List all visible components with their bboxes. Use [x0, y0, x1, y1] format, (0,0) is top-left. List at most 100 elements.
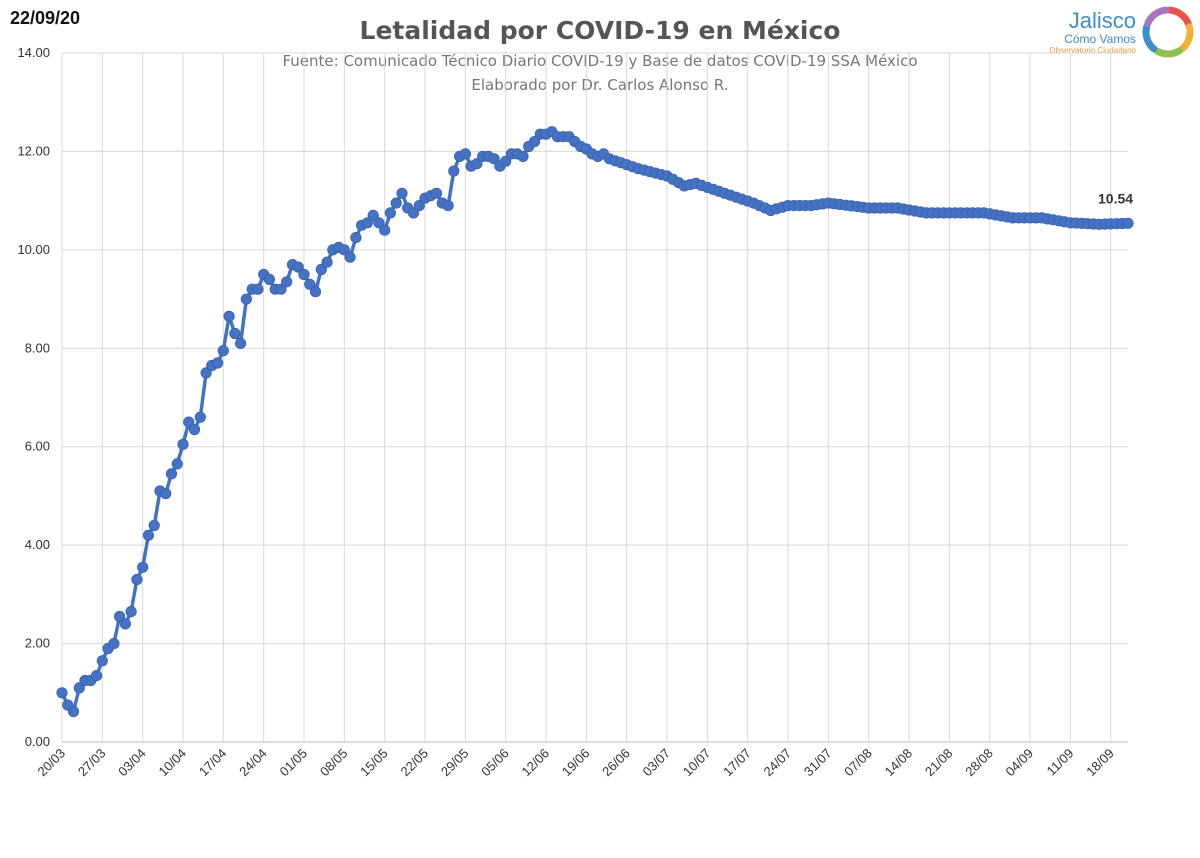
x-tick-label: 03/07: [640, 746, 674, 780]
data-labels: 10.54: [1098, 190, 1133, 206]
logo-tagline: Observatorio Ciudadano: [1049, 46, 1136, 55]
data-point: [183, 416, 195, 428]
data-point: [344, 251, 356, 263]
data-point: [1122, 217, 1134, 229]
x-tick-label: 10/07: [680, 746, 714, 780]
data-point: [137, 561, 149, 573]
data-point: [91, 669, 103, 682]
data-point: [188, 423, 201, 436]
data-point: [373, 217, 385, 229]
x-tick-label: 10/04: [156, 746, 190, 780]
x-tick-labels: 20/03 27/03 03/04 10/04 17/04 24/04 01/05 08/05…: [35, 746, 1117, 780]
x-tick-label: 22/05: [398, 746, 432, 780]
data-point: [263, 273, 275, 285]
x-tick-label: 05/06: [478, 746, 512, 780]
data-point: [56, 687, 68, 699]
data-point: [304, 278, 316, 290]
data-point: [240, 293, 252, 305]
series-line: [60, 129, 1129, 714]
chart-subtitle-author: Elaborado por Dr. Carlos Alonso R.: [471, 76, 729, 94]
y-tick-labels: 0.00 2.00 4.00 6.00 8.00 10.00 12.00 14.00: [17, 45, 50, 749]
logo-ring-segment: [1166, 6, 1192, 28]
data-point: [223, 310, 235, 322]
logo-subname: Cómo Vamos: [1064, 32, 1136, 46]
x-tick-label: 26/06: [599, 746, 633, 780]
data-point: [281, 276, 293, 288]
data-point: [229, 327, 241, 340]
data-point: [171, 458, 183, 470]
x-tick-label: 24/04: [236, 746, 270, 780]
date-stamp: 22/09/20: [10, 8, 81, 28]
data-point: [471, 158, 483, 170]
y-tick-label: 10.00: [17, 242, 50, 257]
x-tick-label: 15/05: [357, 746, 391, 780]
data-point: [177, 438, 189, 450]
y-tick-label: 12.00: [17, 143, 50, 158]
x-tick-label: 29/05: [438, 746, 472, 780]
y-tick-label: 0.00: [25, 734, 50, 749]
data-point: [396, 187, 408, 199]
data-point: [321, 256, 333, 268]
last-value-label: 10.54: [1098, 190, 1133, 206]
data-point: [252, 283, 264, 295]
data-point: [73, 682, 85, 694]
data-point: [108, 637, 120, 650]
data-point: [379, 224, 391, 236]
data-point: [338, 244, 350, 256]
y-tick-label: 14.00: [17, 45, 50, 60]
y-tick-label: 6.00: [25, 439, 50, 454]
x-tick-label: 01/05: [277, 746, 311, 780]
jalisco-logo: Jalisco Cómo Vamos Observatorio Ciudadan…: [1030, 4, 1198, 62]
x-tick-label: 19/06: [559, 746, 593, 780]
x-tick-label: 12/06: [519, 746, 553, 780]
x-tick-label: 11/09: [1044, 746, 1077, 779]
data-point: [142, 529, 154, 541]
x-tick-label: 07/08: [841, 746, 875, 780]
chart-title: Letalidad por COVID-19 en México: [359, 16, 841, 45]
data-point: [500, 155, 512, 167]
x-tick-label: 20/03: [35, 746, 69, 780]
data-point: [390, 197, 402, 209]
data-point: [200, 367, 212, 379]
series-letalidad: [56, 126, 1134, 718]
data-point: [459, 148, 471, 160]
data-point: [488, 153, 500, 165]
x-tick-label: 08/05: [317, 746, 351, 780]
ring-logo-icon: [1142, 6, 1194, 58]
data-point: [384, 207, 396, 219]
logo-ring-segment: [1144, 6, 1170, 28]
data-point: [119, 618, 132, 630]
x-tick-label: 31/07: [801, 746, 835, 780]
data-point: [413, 200, 425, 212]
data-point: [114, 610, 126, 623]
data-point: [194, 411, 206, 423]
logo-ring-segment: [1153, 47, 1183, 58]
y-tick-label: 2.00: [25, 636, 50, 651]
data-point: [350, 232, 362, 244]
x-tick-label: 18/09: [1083, 746, 1117, 780]
data-point: [212, 357, 224, 369]
y-tick-label: 4.00: [25, 537, 50, 552]
x-tick-label: 17/04: [196, 746, 230, 780]
data-point: [361, 217, 373, 229]
x-tick-label: 24/07: [761, 746, 795, 780]
data-point: [309, 286, 322, 298]
data-point: [292, 261, 304, 273]
data-point: [315, 263, 327, 276]
data-point: [528, 136, 541, 148]
chart-subtitle-source: Fuente: Comunicado Técnico Diario COVID-…: [282, 52, 918, 70]
x-tick-label: 27/03: [75, 746, 109, 780]
data-point: [131, 573, 143, 586]
data-point: [235, 337, 247, 349]
data-point: [407, 207, 420, 219]
logo-ring-segment: [1178, 23, 1194, 53]
data-point: [217, 345, 229, 357]
x-tick-label: 04/09: [1003, 746, 1037, 780]
data-point: [367, 209, 379, 221]
y-tick-label: 8.00: [25, 340, 50, 355]
data-point: [442, 200, 454, 212]
data-point: [448, 165, 460, 177]
logo-ring-segment: [1142, 23, 1158, 53]
data-point: [298, 268, 310, 281]
